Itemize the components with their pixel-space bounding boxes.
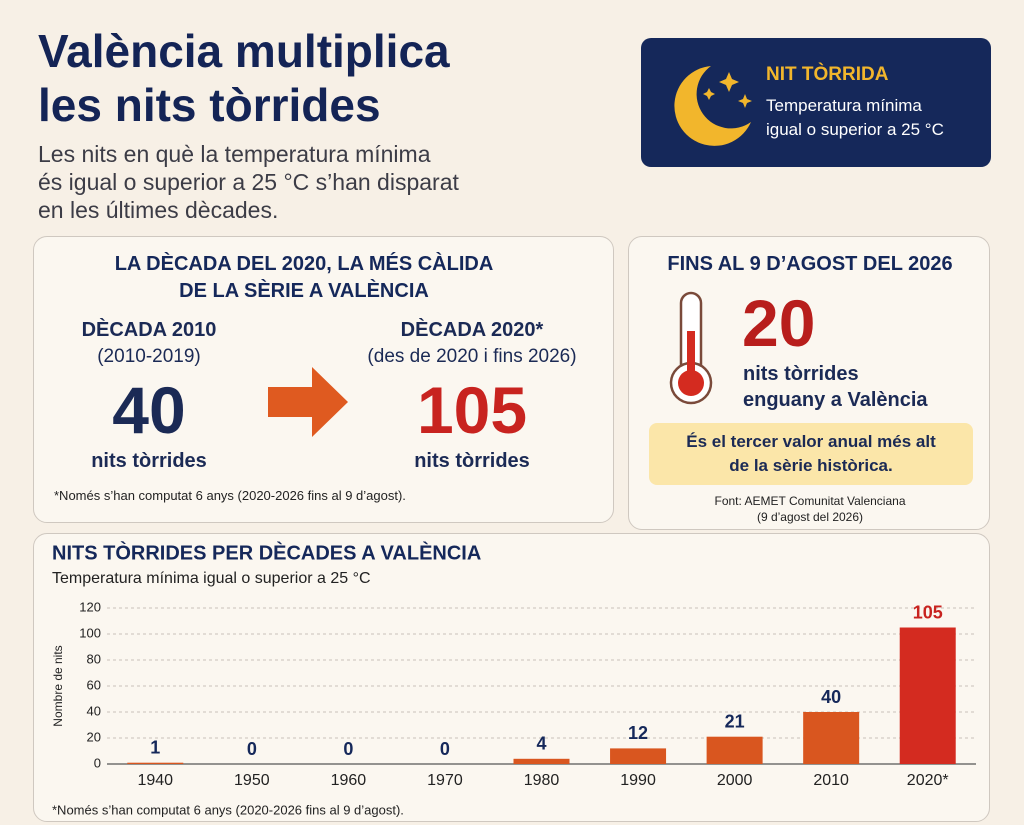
decade-value: 105 [416, 373, 528, 447]
decade-period: (des de 2020 i fins 2026) [367, 346, 577, 367]
x-tick-label: 1990 [620, 772, 656, 789]
decade-label: DÈCADA 2020* [400, 319, 544, 341]
value-label: 0 [440, 739, 450, 759]
y-tick-label: 20 [87, 729, 101, 744]
subtitle: Les nits en què la temperatura mínima és… [38, 140, 459, 224]
badge: NIT TÒRRIDA Temperatura mínima igual o s… [641, 38, 991, 167]
y-tick-label: 60 [87, 677, 101, 692]
x-tick-label: 1970 [427, 772, 463, 789]
y-tick-label: 120 [79, 599, 101, 614]
badge-title: NIT TÒRRIDA [766, 64, 889, 85]
main-title: València multiplica les nits tòrrides [38, 24, 450, 132]
title-line: València multiplica [38, 25, 450, 77]
right-block: DÈCADA 2020* (des de 2020 i fins 2026) 1… [352, 319, 592, 473]
y-tick-label: 80 [87, 651, 101, 666]
y-tick-label: 100 [79, 625, 101, 640]
decade-period: (2010-2019) [97, 346, 201, 367]
current-card: FINS AL 9 D’AGOST DEL 2026 20 nits tòrri… [628, 236, 990, 530]
source-line: (9 d’agost del 2026) [756, 510, 864, 524]
chart: NITS TÒRRIDES PER DÈCADES A VALÈNCIA Tem… [51, 540, 976, 817]
value-label: 0 [247, 739, 257, 759]
current-line: enguany a València [743, 389, 928, 411]
x-tick-label: 1950 [234, 772, 270, 789]
current-value: 20 [742, 286, 816, 360]
value-label: 105 [913, 602, 943, 622]
x-tick-label: 2020* [907, 772, 949, 789]
value-label: 40 [821, 687, 841, 707]
value-label: 1 [150, 737, 160, 757]
source: Font: AEMET Comunitat Valenciana (9 d’ag… [629, 493, 991, 525]
current-text: nits tòrrides enguany a València [743, 361, 928, 413]
current-line: nits tòrrides [743, 363, 859, 385]
highlight-line: de la sèrie històrica. [729, 456, 893, 475]
x-tick-label: 2010 [813, 772, 849, 789]
subtitle-line: Les nits en què la temperatura mínima [38, 141, 431, 167]
x-tick-label: 1980 [524, 772, 560, 789]
y-tick-label: 40 [87, 703, 101, 718]
comparison-title-line: LA DÈCADA DEL 2020, LA MÉS CÀLIDA [114, 253, 494, 275]
chart-subtitle: Temperatura mínima igual o superior a 25… [52, 570, 371, 587]
x-tick-label: 1940 [137, 772, 173, 789]
arrow [268, 367, 348, 437]
chart-note: *Només s’han computat 6 anys (2020-2026 … [52, 802, 404, 817]
chart-title: NITS TÒRRIDES PER DÈCADES A VALÈNCIA [52, 540, 481, 564]
y-axis-label: Nombre de nits [51, 645, 65, 726]
source-line: Font: AEMET Comunitat Valenciana [714, 494, 906, 508]
subtitle-line: és igual o superior a 25 °C s’han dispar… [38, 169, 459, 195]
badge-text: Temperatura mínima igual o superior a 25… [766, 94, 944, 142]
comparison-card: LA DÈCADA DEL 2020, LA MÉS CÀLIDA DE LA … [33, 236, 614, 523]
badge-line: igual o superior a 25 °C [766, 120, 944, 139]
bar [610, 748, 667, 764]
bar [127, 762, 184, 764]
decade-unit: nits tòrrides [91, 450, 207, 472]
decade-value: 40 [112, 373, 186, 447]
decade-label: DÈCADA 2010 [81, 319, 217, 341]
bar [899, 627, 956, 764]
y-tick-label: 0 [94, 755, 101, 770]
bar [706, 736, 763, 764]
bar [513, 758, 570, 764]
value-label: 0 [343, 739, 353, 759]
bar [803, 712, 860, 764]
left-block: DÈCADA 2010 (2010-2019) 40 nits tòrrides [64, 319, 234, 473]
x-tick-label: 1960 [331, 772, 367, 789]
title-line: les nits tòrrides [38, 79, 381, 131]
value-label: 21 [725, 711, 745, 731]
footnote: *Només s’han computat 6 anys (2020-2026 … [54, 488, 406, 503]
thermometer-icon [669, 291, 713, 405]
x-tick-label: 2000 [717, 772, 753, 789]
comparison-title-line: DE LA SÈRIE A VALÈNCIA [179, 280, 429, 302]
badge-line: Temperatura mínima [766, 96, 922, 115]
subtitle-line: en les últimes dècades. [38, 197, 279, 223]
chart-card: NITS TÒRRIDES PER DÈCADES A VALÈNCIA Tem… [33, 533, 990, 822]
value-label: 4 [536, 734, 546, 754]
current-title: FINS AL 9 D’AGOST DEL 2026 [667, 253, 953, 275]
moon-icon [674, 66, 752, 146]
decade-unit: nits tòrrides [414, 450, 530, 472]
highlight: És el tercer valor anual més alt de la s… [649, 423, 973, 485]
value-label: 12 [628, 723, 648, 743]
comparison-title: LA DÈCADA DEL 2020, LA MÉS CÀLIDA DE LA … [64, 251, 544, 305]
highlight-line: És el tercer valor anual més alt [686, 432, 936, 451]
